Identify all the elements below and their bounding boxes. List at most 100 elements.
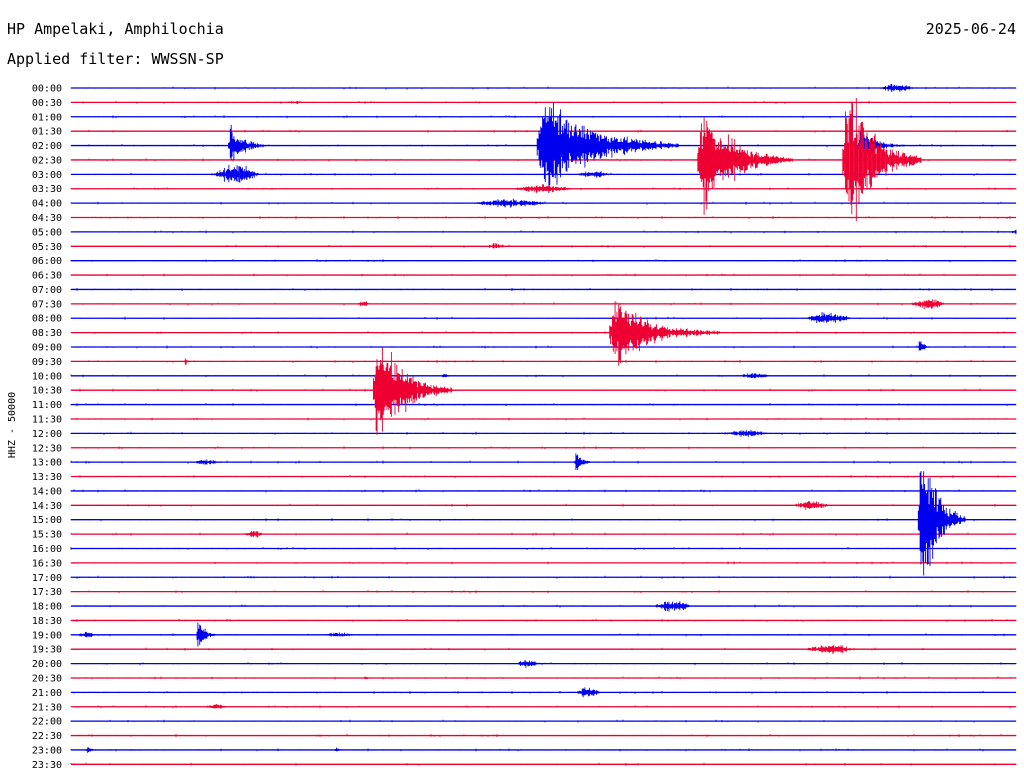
trace-noise <box>70 676 1017 680</box>
station-title: HP Ampelaki, Amphilochia <box>7 20 224 38</box>
row-time-label: 22:30 <box>32 731 62 742</box>
seismic-event <box>471 198 550 208</box>
seismic-event <box>575 171 613 178</box>
row-time-label: 17:00 <box>32 573 62 584</box>
seismic-event <box>86 747 97 753</box>
filter-line: Applied filter: WWSSN-SP <box>7 50 224 68</box>
seismic-event <box>363 676 371 680</box>
trace-rows: 00:00 00:30 01:00 01:30 02:00 02:30 03:00 03:30… <box>32 84 1017 771</box>
row-time-label: 12:30 <box>32 443 62 454</box>
row-time-label: 15:00 <box>32 515 62 526</box>
row-time-label: 11:30 <box>32 414 62 425</box>
seismic-event <box>77 631 96 638</box>
trace-noise <box>70 359 1017 363</box>
seismic-event <box>358 301 370 307</box>
row-time-label: 04:00 <box>32 199 62 210</box>
row-time-label: 17:30 <box>32 587 62 598</box>
trace-noise <box>70 590 1017 594</box>
row-time-label: 07:30 <box>32 299 62 310</box>
row-time-label: 05:00 <box>32 227 62 238</box>
row-time-label: 00:30 <box>32 98 62 109</box>
row-time-label: 02:30 <box>32 155 62 166</box>
seismic-event <box>805 645 855 654</box>
seismic-event <box>442 374 453 378</box>
row-time-label: 18:30 <box>32 616 62 627</box>
trace-noise <box>70 518 1017 522</box>
trace-noise <box>70 446 1017 450</box>
row-time-label: 19:30 <box>32 645 62 656</box>
row-time-label: 23:00 <box>32 745 62 756</box>
trace-noise <box>70 604 1017 608</box>
trace-noise <box>70 259 1017 263</box>
seismic-event <box>323 632 355 637</box>
row-time-label: 14:00 <box>32 486 62 497</box>
seismic-event <box>536 102 679 193</box>
trace-noise <box>70 748 1017 752</box>
filter-label: Applied filter: <box>7 50 143 68</box>
seismic-event <box>654 601 692 612</box>
seismic-event <box>805 312 853 323</box>
row-time-label: 20:00 <box>32 659 62 670</box>
seismic-event <box>609 301 720 366</box>
seismic-event <box>917 471 966 576</box>
row-time-label: 16:30 <box>32 558 62 569</box>
seismic-event <box>792 501 830 510</box>
trace-noise <box>70 431 1017 435</box>
seismic-event <box>1010 229 1017 235</box>
row-time-label: 23:30 <box>32 760 62 771</box>
filter-value: WWSSN-SP <box>151 50 224 68</box>
trace-noise <box>70 575 1017 579</box>
row-time-label: 21:30 <box>32 702 62 713</box>
seismic-event <box>574 453 594 470</box>
y-axis-label: HHZ - 50000 <box>7 392 18 458</box>
seismic-event <box>335 747 346 752</box>
row-time-label: 13:30 <box>32 472 62 483</box>
row-time-label: 05:30 <box>32 242 62 253</box>
trace-noise <box>70 618 1017 622</box>
trace-noise <box>70 633 1017 637</box>
trace-noise <box>70 762 1017 766</box>
row-time-label: 19:00 <box>32 630 62 641</box>
row-time-label: 15:30 <box>32 530 62 541</box>
trace-noise <box>70 417 1017 421</box>
seismic-event <box>739 373 770 379</box>
trace-noise <box>70 216 1017 220</box>
row-time-label: 11:00 <box>32 400 62 411</box>
row-time-label: 22:00 <box>32 717 62 728</box>
row-time-label: 08:00 <box>32 314 62 325</box>
seismic-event <box>723 429 771 437</box>
trace-noise <box>70 273 1017 277</box>
row-time-label: 21:00 <box>32 688 62 699</box>
trace-noise <box>70 662 1017 666</box>
row-time-label: 09:00 <box>32 343 62 354</box>
row-time-label: 16:00 <box>32 544 62 555</box>
row-time-label: 20:30 <box>32 673 62 684</box>
chart-date: 2025-06-24 <box>925 20 1016 38</box>
trace-noise <box>70 705 1017 709</box>
row-time-label: 14:30 <box>32 501 62 512</box>
trace-noise <box>70 287 1017 291</box>
row-time-label: 18:00 <box>32 602 62 613</box>
row-time-label: 00:00 <box>32 84 62 95</box>
row-time-label: 01:30 <box>32 127 62 138</box>
row-time-label: 04:30 <box>32 213 62 224</box>
seismic-event <box>909 299 947 310</box>
seismic-event <box>213 164 261 183</box>
seismic-event <box>515 660 540 668</box>
seismic-event <box>191 459 222 465</box>
trace-noise <box>70 547 1017 550</box>
seismic-event <box>842 98 922 222</box>
row-time-label: 10:00 <box>32 371 62 382</box>
seismic-event <box>697 117 793 215</box>
seismic-event <box>183 358 194 365</box>
seismic-event <box>575 687 600 698</box>
trace-noise <box>70 100 1017 104</box>
row-time-label: 07:00 <box>32 285 62 296</box>
trace-noise <box>70 460 1017 464</box>
trace-noise <box>70 532 1017 536</box>
trace-noise <box>70 230 1017 234</box>
row-time-label: 03:00 <box>32 170 62 181</box>
row-time-label: 09:30 <box>32 357 62 368</box>
row-time-label: 03:30 <box>32 184 62 195</box>
